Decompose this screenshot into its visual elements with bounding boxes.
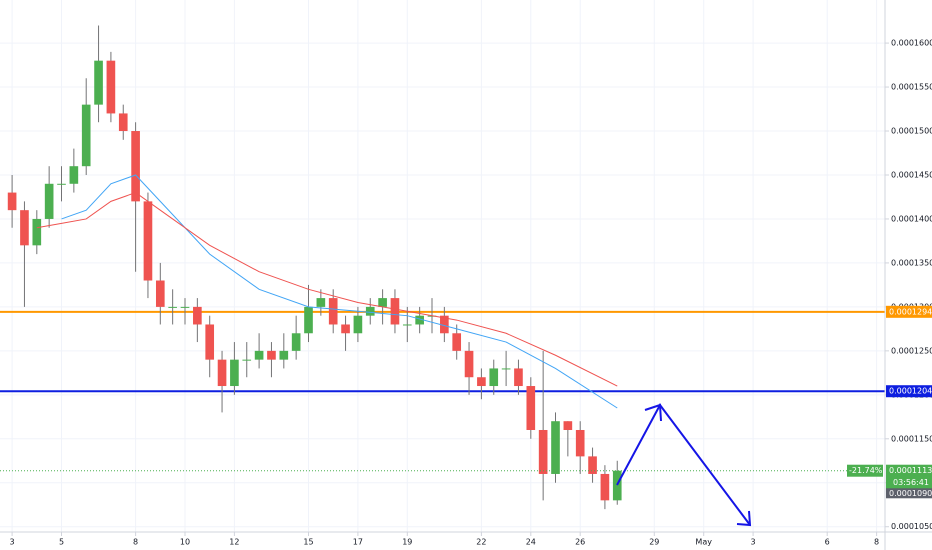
- x-tick-label: 29: [649, 538, 659, 547]
- x-tick-label: 19: [402, 538, 412, 547]
- candle-body: [575, 429, 585, 457]
- candle-body: [7, 192, 17, 211]
- level-label: 0.00012041: [889, 387, 932, 396]
- candle-body: [353, 315, 363, 334]
- candle-body: [440, 315, 449, 334]
- level-label: 0.00012944: [889, 307, 932, 316]
- x-tick-label: 24: [526, 538, 536, 547]
- change-label: -21.74%: [849, 466, 883, 475]
- prev-price-label: 0.00010903: [889, 489, 932, 498]
- x-tick-label: 3: [10, 538, 15, 547]
- x-tick-label: 10: [180, 538, 190, 547]
- candle-body: [217, 359, 227, 387]
- x-tick-label: 26: [575, 538, 585, 547]
- arrow-head: [736, 510, 752, 527]
- x-tick-label: 17: [353, 538, 363, 547]
- candle-body: [304, 306, 313, 334]
- candle-body: [600, 473, 610, 501]
- candle-body: [489, 368, 499, 387]
- candle-body: [94, 60, 103, 105]
- candle-body: [501, 368, 511, 370]
- candle-body: [316, 298, 326, 307]
- prev-price-bg: [886, 488, 932, 499]
- candle-body: [390, 298, 400, 325]
- candle-body: [118, 113, 128, 132]
- candle-body: [131, 131, 140, 202]
- candle-body: [155, 280, 165, 307]
- x-tick-label: 12: [229, 538, 239, 547]
- candle-body: [415, 315, 424, 325]
- last-price-bg: [886, 464, 932, 489]
- candle-body: [563, 421, 573, 430]
- candle-body: [81, 104, 91, 167]
- x-tick-label: May: [695, 538, 712, 547]
- candle-body: [193, 306, 202, 325]
- candle-body: [538, 429, 548, 474]
- candle-body: [452, 333, 462, 351]
- x-tick-label: 3: [751, 538, 756, 547]
- level-label-bg: [886, 385, 932, 398]
- countdown-label: 03:56:41: [893, 478, 929, 487]
- candle-body: [291, 333, 301, 351]
- x-tick-label: 5: [59, 538, 64, 547]
- candle-body: [180, 306, 190, 308]
- candle-body: [341, 324, 350, 334]
- candle-body: [328, 298, 338, 325]
- last-price-label: 0.00011137: [889, 466, 932, 475]
- candle-body: [69, 166, 79, 184]
- candle-body: [526, 386, 536, 430]
- x-tick-label: 22: [476, 538, 486, 547]
- candle-body: [279, 350, 289, 360]
- candle-body: [205, 324, 215, 360]
- candle-body: [365, 306, 375, 316]
- candle-body: [477, 377, 486, 387]
- candle-body: [514, 368, 523, 387]
- arrow-head: [644, 403, 662, 422]
- candle-body: [143, 201, 153, 281]
- candle-body: [378, 298, 387, 307]
- y-tick-label: 0.00016000: [891, 39, 932, 48]
- candle-body: [254, 350, 264, 360]
- candle-body: [242, 359, 252, 361]
- moving-average: [61, 174, 618, 409]
- x-tick-label: 8: [133, 538, 138, 547]
- level-label-bg: [886, 305, 932, 318]
- candle-body: [402, 324, 412, 326]
- candle-body: [106, 60, 116, 114]
- candle-body: [57, 183, 66, 185]
- candle-body: [588, 456, 597, 474]
- candle-body: [267, 350, 276, 360]
- candle-body: [551, 421, 560, 474]
- candle-body: [44, 183, 54, 219]
- candle-body: [32, 218, 42, 246]
- candle-body: [612, 470, 622, 501]
- x-tick-label: 15: [303, 538, 313, 547]
- candle-body: [464, 350, 474, 378]
- moving-average: [36, 192, 618, 387]
- candle-body: [168, 306, 177, 308]
- x-tick-label: 6: [825, 538, 830, 547]
- change-label-bg: [847, 464, 883, 477]
- candle-body: [230, 359, 239, 387]
- x-tick-label: 8: [874, 538, 879, 547]
- candle-body: [20, 210, 29, 246]
